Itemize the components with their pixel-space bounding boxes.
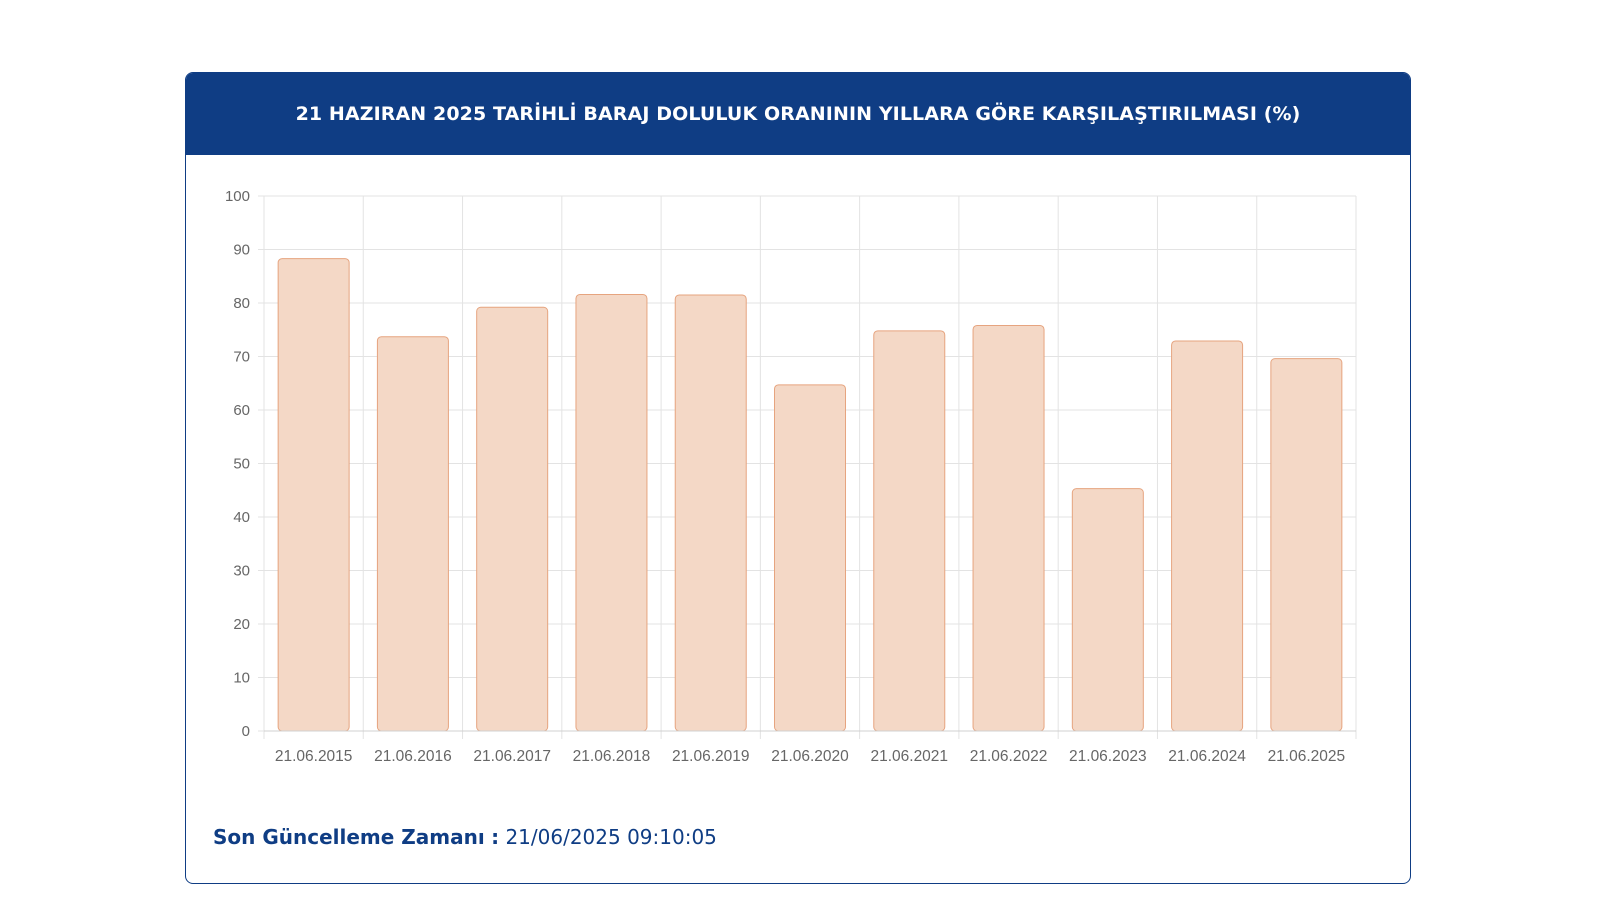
x-tick-label: 21.06.2022: [970, 748, 1048, 765]
bar: [774, 384, 846, 732]
chart-card: 21 HAZIRAN 2025 TARİHLİ BARAJ DOLULUK OR…: [185, 72, 1411, 884]
bar: [1071, 488, 1144, 732]
y-tick-label: 50: [233, 456, 250, 473]
x-tick-label: 21.06.2019: [672, 748, 750, 765]
chart-header: 21 HAZIRAN 2025 TARİHLİ BARAJ DOLULUK OR…: [186, 73, 1410, 155]
y-tick-label: 30: [233, 563, 250, 580]
bar: [575, 293, 648, 732]
bar: [1270, 358, 1343, 732]
chart-title: 21 HAZIRAN 2025 TARİHLİ BARAJ DOLULUK OR…: [295, 103, 1301, 125]
x-tick-label: 21.06.2016: [374, 748, 452, 765]
bar-chart: 0 10 20 30 40 50 60 70 80 90 100 21.06.2015 21.06.20…: [225, 188, 1357, 765]
last-update-label: Son Güncelleme Zamanı: [213, 825, 485, 849]
y-tick-label: 70: [233, 349, 250, 366]
x-tick-label: 21.06.2018: [573, 748, 651, 765]
y-tick-label: 100: [225, 188, 250, 205]
x-tick-label: 21.06.2023: [1069, 748, 1147, 765]
y-tick-label: 20: [233, 616, 250, 633]
y-tick-label: 80: [233, 295, 250, 312]
x-tick-label: 21.06.2024: [1168, 748, 1246, 765]
last-update: Son Güncelleme Zamanı : 21/06/2025 09:10…: [213, 825, 717, 849]
x-tick-label: 21.06.2017: [473, 748, 551, 765]
bar: [674, 294, 747, 732]
x-tick-label: 21.06.2025: [1268, 748, 1346, 765]
last-update-separator: :: [491, 825, 500, 849]
y-tick-label: 0: [242, 723, 250, 740]
y-tick-label: 10: [233, 670, 250, 687]
bar: [873, 330, 946, 732]
bar: [476, 306, 549, 732]
y-tick-label: 40: [233, 509, 250, 526]
bar: [972, 324, 1045, 732]
x-tick-label: 21.06.2021: [870, 748, 948, 765]
x-tick-label: 21.06.2020: [771, 748, 849, 765]
bar: [277, 258, 350, 732]
x-tick-label: 21.06.2015: [275, 748, 353, 765]
bar: [376, 336, 449, 732]
bar: [1171, 340, 1244, 732]
last-update-value: 21/06/2025 09:10:05: [505, 825, 717, 849]
y-tick-label: 60: [233, 402, 250, 419]
y-tick-label: 90: [233, 242, 250, 259]
